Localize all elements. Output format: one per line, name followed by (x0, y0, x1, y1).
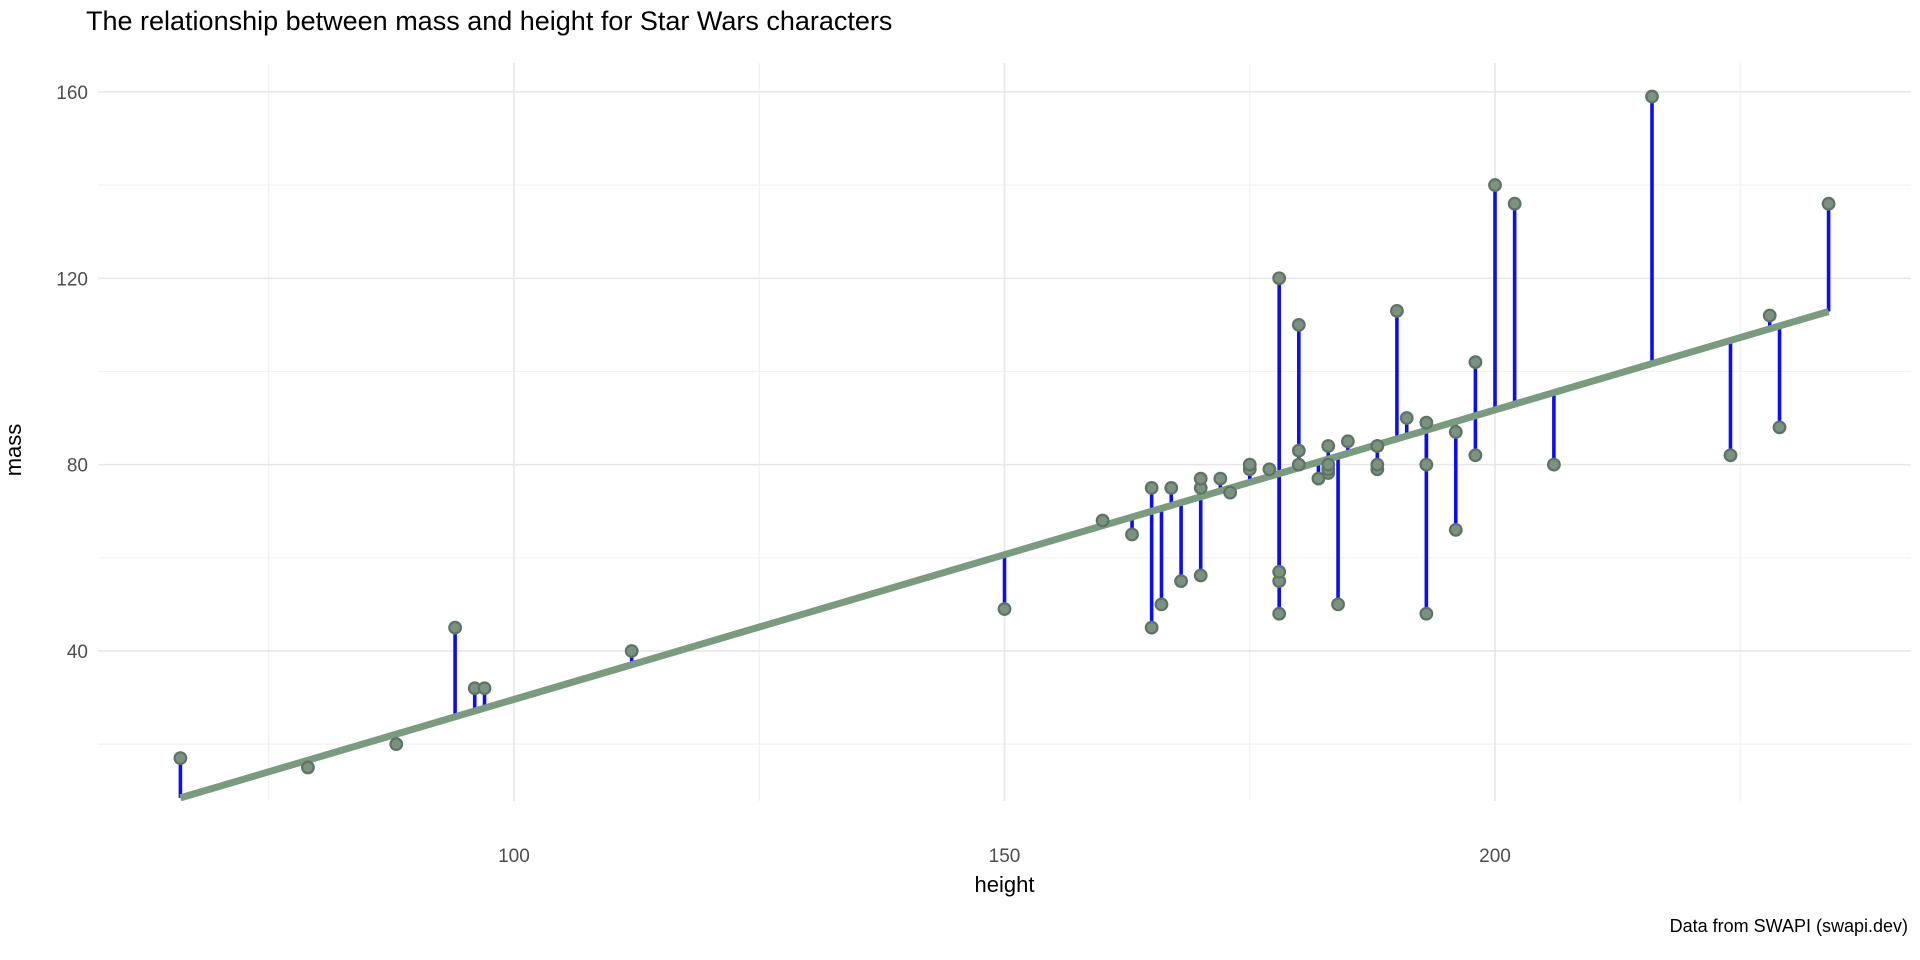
data-point (1772, 420, 1787, 435)
data-point (1291, 317, 1306, 332)
data-point (1468, 355, 1483, 370)
data-point (1419, 457, 1434, 472)
data-point (173, 751, 188, 766)
data-point (1340, 434, 1355, 449)
data-point (1262, 462, 1277, 477)
caption: Data from SWAPI (swapi.dev) (1669, 916, 1908, 936)
data-point (1821, 196, 1836, 211)
y-tick-label: 160 (56, 83, 88, 104)
data-point (1419, 415, 1434, 430)
data-point (1223, 485, 1238, 500)
data-points (173, 89, 1836, 775)
data-point (1193, 568, 1208, 583)
data-point (1291, 443, 1306, 458)
data-point (1723, 448, 1738, 463)
data-point (1272, 564, 1287, 579)
data-point (1370, 439, 1385, 453)
data-point (1762, 308, 1777, 323)
data-point (448, 620, 463, 635)
data-point (1507, 196, 1522, 211)
y-axis-title: mass (1, 423, 26, 477)
data-point (477, 681, 492, 696)
major-gridlines (98, 63, 1911, 801)
data-point (1370, 457, 1385, 472)
data-point (1291, 457, 1306, 472)
data-point (1546, 457, 1561, 472)
regression-line (179, 308, 1830, 802)
x-tick-label: 200 (1479, 846, 1511, 867)
data-point (1144, 620, 1159, 635)
data-point (1448, 425, 1463, 439)
data-point (1154, 597, 1169, 612)
data-point (1448, 522, 1463, 537)
data-point (1213, 471, 1228, 486)
x-axis-title: height (974, 872, 1035, 897)
data-point (1164, 481, 1179, 495)
x-tick-label: 100 (498, 846, 530, 867)
y-tick-label: 80 (67, 456, 88, 477)
y-tick-label: 120 (56, 269, 88, 290)
chart-title: The relationship between mass and height… (86, 6, 893, 36)
trend-line (179, 308, 1830, 802)
data-point (1488, 178, 1502, 192)
data-point (1390, 303, 1404, 318)
data-point (1144, 481, 1159, 495)
data-point (1468, 448, 1483, 463)
data-point (1399, 411, 1414, 425)
data-point (997, 602, 1012, 616)
x-tick-label: 150 (989, 846, 1021, 867)
data-point (1095, 513, 1110, 528)
data-point (301, 760, 315, 775)
y-tick-label: 40 (67, 642, 88, 663)
data-point (1419, 606, 1434, 621)
data-point (1193, 471, 1208, 486)
data-point (1272, 606, 1287, 621)
data-point (1242, 457, 1257, 472)
data-point (1174, 574, 1188, 588)
data-point (389, 737, 404, 752)
data-point (1331, 597, 1345, 612)
data-point (1272, 271, 1287, 286)
data-point (1321, 439, 1336, 453)
data-point (624, 644, 639, 658)
data-point (1125, 527, 1139, 542)
axis-tick-labels: 100 150 200 40 80 120 160 (56, 83, 1511, 867)
data-point (1321, 457, 1336, 472)
data-point (1645, 89, 1659, 104)
